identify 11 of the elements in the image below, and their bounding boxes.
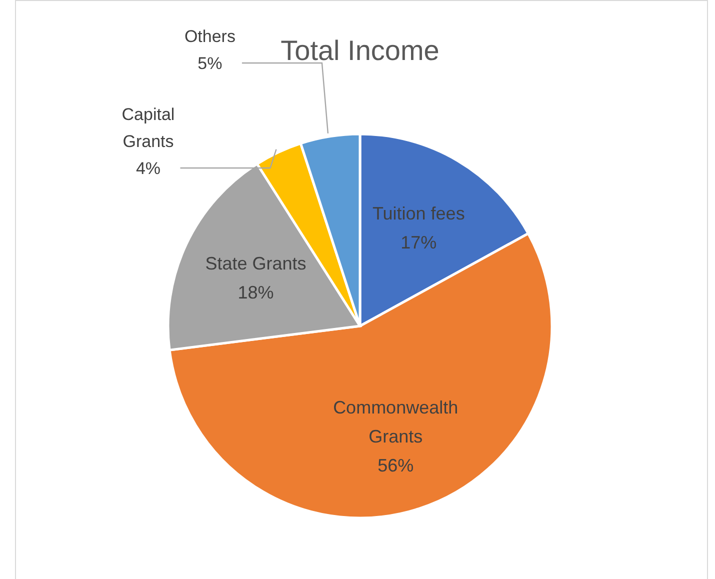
slice-label: Commonwealth Grants [333,398,458,447]
data-label: 5% [198,54,222,73]
chart-title: Total Income [280,35,440,66]
slice-label: Tuition fees [372,203,465,224]
slice-label: State Grants [205,253,306,274]
slice-label: Others [184,27,236,46]
data-label: 18% [238,282,274,302]
data-label: 56% [378,456,414,476]
slice-label: Capital Grants [122,105,175,151]
data-label: 17% [400,232,437,252]
data-label: 4% [136,159,161,178]
